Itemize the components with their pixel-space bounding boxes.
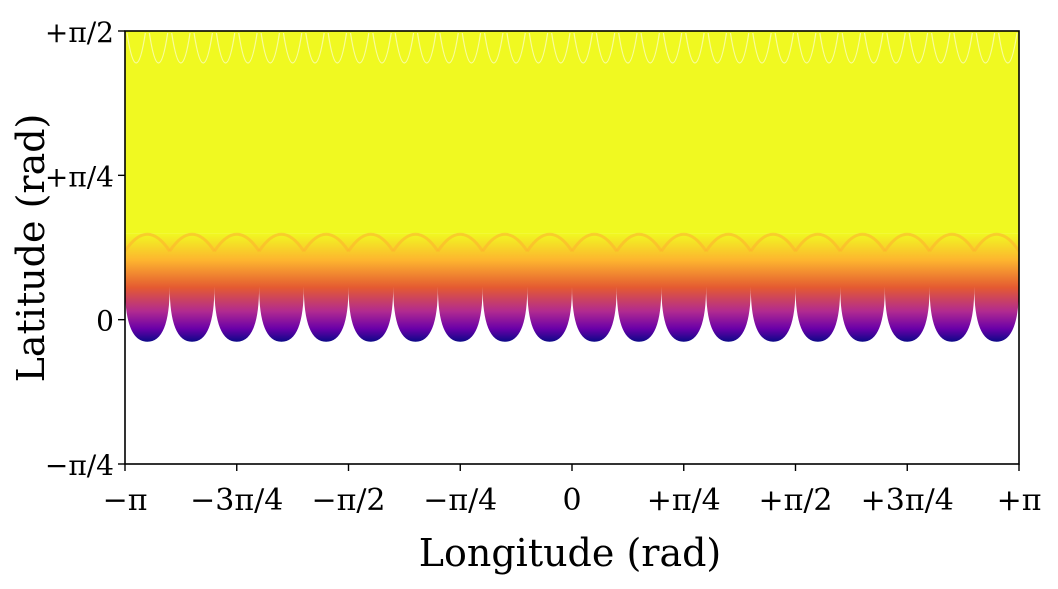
polar-arc xyxy=(863,32,884,64)
polar-arc xyxy=(305,32,325,64)
polar-arc xyxy=(394,32,415,64)
x-tick-label: +π xyxy=(997,483,1042,518)
x-tick-label: −π/4 xyxy=(423,483,497,518)
lobe-cap xyxy=(436,233,484,253)
polar-arc xyxy=(998,32,1018,64)
polar-arc xyxy=(931,32,951,64)
polar-arc xyxy=(729,32,750,64)
polar-arc xyxy=(908,32,929,64)
polar-arc xyxy=(349,32,370,64)
polar-arc xyxy=(193,32,213,64)
y-tick-label: +π/2 xyxy=(45,16,114,49)
lobe-cap xyxy=(883,233,931,253)
polar-arc xyxy=(640,32,660,64)
lobe-caps xyxy=(125,233,1019,253)
polar-arc xyxy=(975,32,996,64)
polar-arc xyxy=(484,32,504,64)
lobe-cap xyxy=(838,233,887,253)
gradient-band xyxy=(125,233,1019,342)
lobe-cap xyxy=(125,233,171,253)
y-axis: −π/4 0 +π/4 +π/2 xyxy=(45,16,125,482)
polar-arc xyxy=(171,32,191,64)
lobe-cap xyxy=(660,233,708,253)
polar-arc xyxy=(685,32,705,64)
polar-arc xyxy=(752,32,772,64)
lobe-cap xyxy=(570,233,618,253)
lobe-cap xyxy=(928,233,976,253)
y-tick-label: −π/4 xyxy=(45,449,114,482)
lobe-cap xyxy=(391,233,440,253)
polar-arc xyxy=(573,32,593,64)
polar-arc xyxy=(551,32,571,64)
x-tick-label: 0 xyxy=(562,483,581,518)
polar-arc xyxy=(327,32,348,64)
polar-arc xyxy=(774,32,795,64)
y-tick-label: 0 xyxy=(96,305,114,338)
polar-arcs xyxy=(126,32,1018,64)
polar-arc xyxy=(886,32,906,64)
x-axis-label: Longitude (rad) xyxy=(419,531,722,575)
polar-arc xyxy=(595,32,616,64)
lobe-cap xyxy=(481,233,529,253)
polar-arc xyxy=(439,32,459,64)
polar-arc xyxy=(126,32,146,64)
x-tick-label: −3π/4 xyxy=(190,483,283,518)
x-tick-label: +π/4 xyxy=(647,483,721,518)
lobe-cap xyxy=(615,233,663,253)
lobe-cap xyxy=(526,233,574,253)
polar-arc xyxy=(662,32,683,64)
polar-arc xyxy=(148,32,169,64)
x-axis: −π −3π/4 −π/2 −π/4 0 +π/4 +π/2 +3π/4 +π xyxy=(103,464,1042,518)
polar-arc xyxy=(238,32,258,64)
polar-arc xyxy=(618,32,638,64)
lobe-cap xyxy=(794,233,842,253)
plot-area xyxy=(125,31,1019,342)
x-tick-label: −π/2 xyxy=(311,483,385,518)
polar-arc xyxy=(707,32,728,64)
polar-arc xyxy=(260,32,281,64)
polar-arc xyxy=(372,32,392,64)
lobe-cap xyxy=(302,233,350,253)
y-axis-label: Latitude (rad) xyxy=(9,114,53,383)
lobe-cap xyxy=(213,233,261,253)
lobe-cap xyxy=(973,233,1019,253)
polar-arc xyxy=(506,32,526,64)
polar-arc xyxy=(461,32,482,64)
polar-arc xyxy=(416,32,437,64)
polar-arc xyxy=(282,32,303,64)
polar-arc xyxy=(953,32,973,64)
lobe-cap xyxy=(168,233,216,253)
x-tick-label: +3π/4 xyxy=(861,483,954,518)
polar-arc xyxy=(841,32,862,64)
lobe-cap xyxy=(347,233,395,253)
x-tick-label: +π/2 xyxy=(758,483,832,518)
y-tick-label: +π/4 xyxy=(45,160,114,193)
polar-arc xyxy=(819,32,839,64)
saturated-band xyxy=(125,31,1019,234)
lobe-cap xyxy=(257,233,306,253)
lobe-cap xyxy=(704,233,753,253)
polar-arc xyxy=(528,32,549,64)
polar-arc xyxy=(796,32,817,64)
lobe-cap xyxy=(749,233,797,253)
x-tick-label: −π xyxy=(103,483,148,518)
polar-arc xyxy=(215,32,236,64)
